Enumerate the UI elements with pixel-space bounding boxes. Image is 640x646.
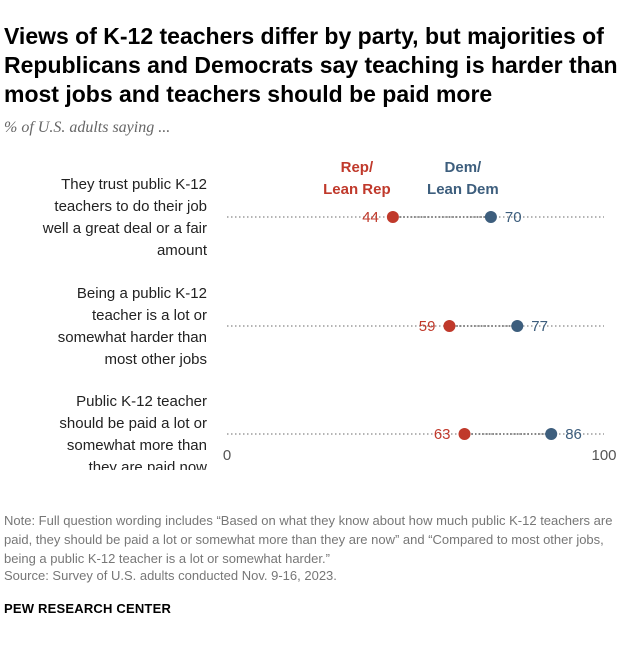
category-label: They trust public K-12 [61,176,207,193]
axis-max-label: 100 [591,447,616,464]
category-label: should be paid a lot or [59,415,207,432]
chart-subtitle: % of U.S. adults saying ... [4,119,171,136]
category-label: Being a public K-12 [77,285,207,302]
dot-plot: Rep/Lean Rep Dem/Lean Dem They trust publi… [42,159,617,470]
axis-min-label: 0 [223,447,231,464]
legend-dem-label: Dem/ [445,159,483,176]
category-label: Public K-12 teacher [76,393,207,410]
rep-dot [458,428,471,440]
dem-dot [511,320,524,332]
category-label: amount [157,242,208,259]
legend-rep-label: Rep/ [341,159,374,176]
rep-dot [443,320,456,332]
pew-logo-text: PEW RESEARCH CENTER [4,601,172,616]
legend-dem-label: Lean Dem [427,181,499,198]
rep-value-label: 44 [362,209,379,226]
rep-value-label: 63 [434,426,451,443]
chart-note: Note: Full question wording includes “Ba… [4,513,613,566]
category-label: teachers to do their job [54,198,207,215]
category-label: they are paid now [89,459,208,470]
dem-value-label: 86 [565,426,582,443]
category-label: somewhat harder than [58,329,207,346]
category-label: somewhat more than [67,437,207,454]
chart-title: Views of K-12 teachers differ by party, … [4,23,618,107]
dem-value-label: 77 [531,318,548,335]
rep-value-label: 59 [419,318,436,335]
chart-source: Source: Survey of U.S. adults conducted … [4,568,337,583]
category-label: well a great deal or a fair [42,220,207,237]
category-label: most other jobs [104,351,207,368]
dem-dot [484,211,497,223]
dem-dot [545,428,558,440]
legend-rep-label: Lean Rep [323,181,391,198]
dem-value-label: 70 [505,209,522,226]
rep-dot [386,211,399,223]
category-label: teacher is a lot or [92,307,207,324]
